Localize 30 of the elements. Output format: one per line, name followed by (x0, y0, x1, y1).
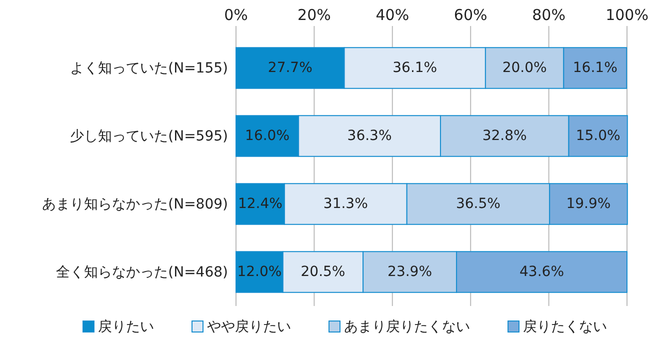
data-label: 36.1% (392, 60, 438, 76)
legend-label: あまり戻りたくない (344, 319, 470, 335)
data-label: 31.3% (323, 196, 368, 212)
y-tick-label: 少し知っていた(N=595) (70, 128, 228, 144)
legend-label: 戻りたくない (523, 319, 607, 335)
data-label: 36.5% (456, 196, 500, 212)
data-label: 20.5% (300, 264, 346, 280)
data-label: 43.6% (520, 264, 564, 280)
x-tick-label: 0% (224, 6, 248, 24)
data-label: 19.9% (566, 196, 611, 212)
data-label: 23.9% (388, 264, 432, 280)
x-tick-label: 80% (532, 6, 566, 24)
data-label: 36.3% (347, 128, 392, 144)
data-label: 16.1% (572, 60, 618, 76)
data-label: 12.4% (238, 196, 282, 212)
legend-label: やや戻りたい (207, 319, 291, 335)
x-tick-label: 60% (454, 6, 488, 24)
data-label: 16.0% (245, 128, 290, 144)
y-tick-label: 全く知らなかった(N=468) (56, 264, 228, 280)
data-label: 20.0% (502, 60, 547, 76)
data-label: 27.7% (268, 60, 312, 76)
legend-label: 戻りたい (98, 319, 154, 335)
data-label: 12.0% (237, 264, 282, 280)
y-tick-label: あまり知らなかった(N=809) (42, 196, 228, 212)
x-tick-label: 20% (298, 6, 331, 24)
x-tick-label: 100% (606, 6, 648, 24)
data-label: 15.0% (576, 128, 620, 144)
x-tick-label: 40% (376, 6, 410, 24)
y-tick-label: よく知っていた(N=155) (70, 60, 228, 76)
data-label: 32.8% (482, 128, 527, 144)
